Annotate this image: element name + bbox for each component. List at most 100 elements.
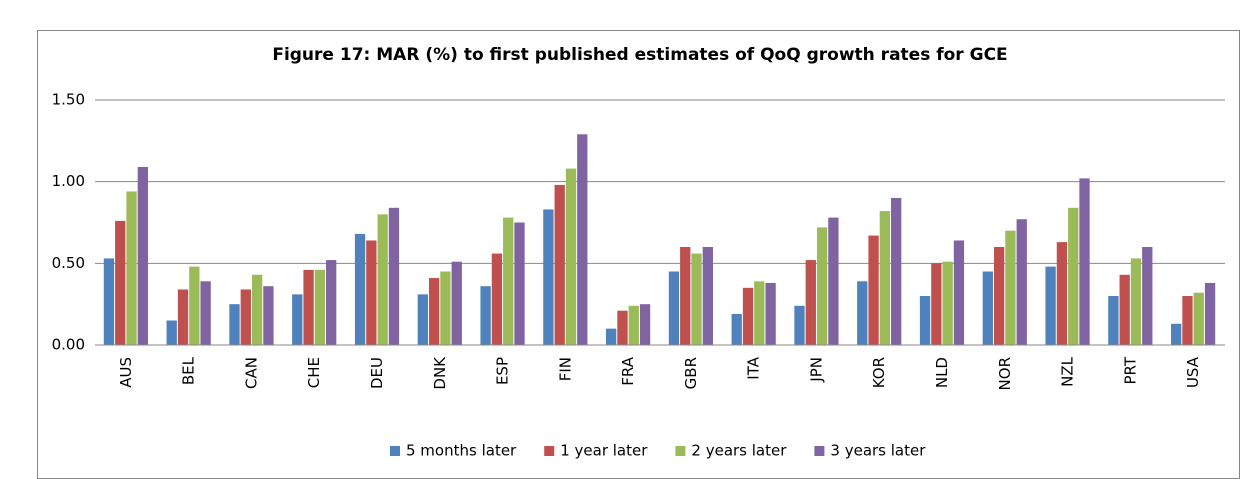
legend-swatch: [675, 446, 686, 456]
legend-swatch: [814, 446, 825, 456]
bar: [314, 269, 326, 345]
bar: [765, 282, 776, 345]
bar: [794, 305, 805, 345]
bar: [1171, 323, 1182, 345]
x-tick-label: JPN: [807, 357, 825, 383]
bar: [428, 278, 440, 345]
bar: [942, 261, 953, 345]
bar: [1108, 296, 1119, 345]
bar: [326, 260, 337, 345]
bar: [628, 305, 639, 345]
bar: [303, 269, 314, 345]
bar: [263, 286, 274, 345]
x-tick-label: CAN: [242, 357, 260, 389]
bar: [982, 271, 993, 345]
bar: [1142, 247, 1153, 345]
bar: [480, 286, 491, 345]
bar: [491, 253, 503, 345]
bar: [577, 134, 588, 345]
bar: [993, 247, 1005, 345]
bar: [189, 266, 200, 345]
bar: [1204, 282, 1216, 345]
bar: [879, 211, 891, 345]
bar: [514, 222, 525, 345]
legend-label: 5 months later: [406, 442, 517, 460]
bar: [115, 220, 126, 345]
bar: [554, 184, 565, 345]
bar: [828, 217, 839, 345]
bar: [617, 310, 628, 345]
x-tick-label: FRA: [619, 356, 637, 385]
legend-label: 1 year later: [560, 442, 648, 460]
x-tick-label: BEL: [180, 356, 198, 385]
x-tick-label: ESP: [494, 357, 512, 385]
bar: [292, 294, 303, 345]
legend-label: 3 years later: [830, 442, 926, 460]
bar: [503, 217, 514, 345]
y-tick-label: 1.00: [52, 172, 85, 190]
x-tick-label: DEU: [368, 357, 386, 389]
bar: [166, 320, 177, 345]
bar: [953, 240, 965, 345]
x-tick-label: NOR: [996, 357, 1014, 390]
bar: [606, 328, 617, 345]
bar: [366, 240, 377, 345]
bar: [691, 253, 702, 345]
bar: [354, 233, 366, 345]
bar: [200, 281, 211, 345]
x-tick-label: ITA: [745, 356, 763, 379]
bar: [742, 287, 754, 345]
bar: [137, 166, 148, 345]
bar: [754, 281, 765, 345]
bar: [668, 271, 680, 345]
x-tick-label: PRT: [1121, 356, 1139, 384]
bar: [417, 294, 428, 345]
bar: [702, 247, 713, 345]
y-tick-label: 0.50: [52, 254, 85, 272]
x-tick-label: NZL: [1059, 356, 1077, 386]
bar: [1045, 266, 1056, 345]
x-tick-label: KOR: [870, 357, 888, 388]
legend-swatch: [390, 446, 400, 456]
legend-label: 2 years later: [691, 442, 787, 460]
legend-swatch: [544, 446, 555, 456]
bar: [440, 271, 451, 345]
bar: [1056, 242, 1068, 345]
bar: [1193, 292, 1204, 345]
bar: [565, 168, 577, 345]
bar: [680, 247, 691, 345]
bar: [919, 296, 931, 345]
bar: [639, 304, 651, 345]
y-tick-label: 1.50: [52, 91, 85, 109]
x-tick-label: NLD: [933, 357, 951, 388]
bar: [451, 261, 462, 345]
bar: [1182, 296, 1193, 345]
y-tick-label: 0.00: [52, 336, 85, 354]
bar: [868, 235, 879, 345]
bar: [1068, 207, 1079, 345]
bar: [1079, 178, 1090, 345]
chart-border: [37, 30, 1240, 479]
bar: [931, 263, 942, 345]
bar: [1130, 258, 1142, 345]
bar: [177, 289, 189, 345]
x-tick-label: GBR: [682, 357, 700, 389]
bar: [543, 209, 554, 345]
bar: [805, 260, 816, 345]
x-tick-label: DNK: [431, 356, 449, 390]
bar: [103, 258, 115, 345]
bar: [816, 227, 828, 345]
bar: [1005, 230, 1016, 345]
chart-title: Figure 17: MAR (%) to first published es…: [272, 45, 1007, 65]
bar: [251, 274, 263, 345]
x-tick-label: CHE: [305, 357, 323, 388]
bar: [731, 313, 742, 345]
bar: [377, 214, 388, 345]
bar: [388, 207, 400, 345]
bar: [1119, 274, 1130, 345]
x-tick-label: USA: [1184, 356, 1202, 388]
bar: [229, 304, 240, 345]
x-tick-label: AUS: [117, 357, 135, 388]
bar: [126, 191, 137, 345]
